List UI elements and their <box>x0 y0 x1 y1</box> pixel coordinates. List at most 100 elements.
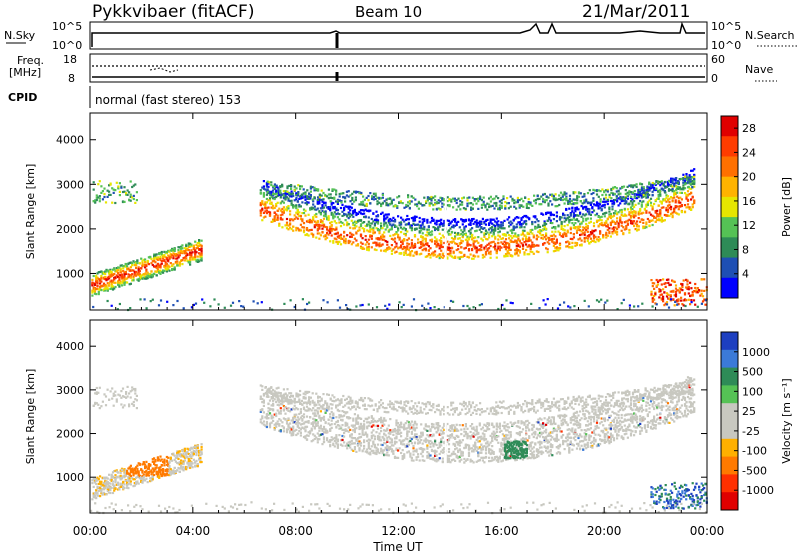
range-cell <box>668 283 671 286</box>
range-cell <box>327 215 330 218</box>
range-cell <box>317 198 320 201</box>
range-cell <box>554 227 557 230</box>
range-cell <box>423 237 426 240</box>
range-cell <box>344 421 347 424</box>
range-cell <box>554 226 557 229</box>
range-cell <box>463 226 466 229</box>
range-cell <box>366 224 369 227</box>
range-cell <box>172 304 175 307</box>
range-cell <box>199 258 202 261</box>
range-cell <box>455 223 458 226</box>
range-cell <box>384 248 387 251</box>
range-cell <box>363 228 366 231</box>
range-cell <box>308 192 311 195</box>
range-cell <box>159 263 162 266</box>
range-cell <box>149 300 152 303</box>
range-cell <box>619 216 622 219</box>
range-cell <box>649 219 653 222</box>
range-cell <box>289 410 292 413</box>
range-cell <box>367 199 370 202</box>
range-cell <box>126 193 129 196</box>
range-cell <box>129 261 132 264</box>
range-cell <box>265 425 268 429</box>
range-cell <box>648 187 651 191</box>
range-cell <box>327 229 330 232</box>
range-cell <box>315 224 318 227</box>
range-cell <box>621 196 624 199</box>
range-cell <box>126 189 129 192</box>
range-cell <box>93 288 97 291</box>
range-cell <box>149 255 152 258</box>
range-cell <box>194 240 197 243</box>
range-cell <box>268 181 271 184</box>
range-cell <box>683 181 687 184</box>
range-cell <box>429 253 432 257</box>
range-cell <box>472 240 475 243</box>
range-cell <box>287 428 290 431</box>
range-cell <box>381 193 384 196</box>
range-cell <box>279 191 282 194</box>
range-cell <box>670 180 673 184</box>
range-cell <box>634 210 637 213</box>
range-cell <box>693 185 696 188</box>
range-cell <box>611 200 614 203</box>
range-cell <box>403 253 406 256</box>
range-cell <box>497 245 500 248</box>
range-cell <box>319 234 322 237</box>
range-cell <box>324 210 327 213</box>
range-cell <box>412 218 415 221</box>
range-cell <box>423 228 426 231</box>
range-cell <box>100 280 103 283</box>
range-cell <box>543 226 546 229</box>
range-cell <box>324 410 327 413</box>
range-cell <box>447 246 451 249</box>
range-cell <box>128 261 131 264</box>
range-cell <box>438 219 441 222</box>
range-cell <box>558 246 562 250</box>
range-cell <box>626 197 629 200</box>
range-cell <box>290 193 293 196</box>
range-cell <box>480 226 483 229</box>
range-cell <box>548 211 551 214</box>
range-cell <box>318 438 321 441</box>
range-cell <box>315 236 318 239</box>
range-cell <box>198 240 201 243</box>
range-cell <box>459 208 462 211</box>
range-cell <box>651 206 654 209</box>
range-cell <box>666 214 670 217</box>
range-cell <box>574 227 577 230</box>
range-cell <box>242 305 245 308</box>
range-cell <box>260 301 263 304</box>
range-cell <box>363 221 366 224</box>
range-cell <box>592 234 596 237</box>
range-cell <box>353 208 356 211</box>
range-cell <box>501 233 504 236</box>
range-cell <box>455 199 458 202</box>
range-cell <box>324 238 327 241</box>
range-cell <box>563 191 566 194</box>
range-cell <box>333 220 336 223</box>
range-cell <box>659 209 662 212</box>
range-cell <box>282 190 285 193</box>
range-cell <box>659 290 662 293</box>
range-cell <box>279 412 282 415</box>
range-cell <box>367 242 370 245</box>
range-cell <box>309 185 312 188</box>
range-cell <box>639 188 642 191</box>
range-cell <box>497 242 500 245</box>
range-cell <box>293 421 296 424</box>
range-cell <box>94 201 97 204</box>
range-cell <box>276 201 279 204</box>
range-cell <box>489 227 492 230</box>
range-cell <box>120 264 124 267</box>
range-cell <box>642 193 645 197</box>
range-cell <box>611 230 614 234</box>
range-cell <box>319 224 322 227</box>
range-cell <box>637 228 640 231</box>
range-cell <box>145 268 148 271</box>
range-cell <box>467 218 471 221</box>
range-cell <box>514 252 517 256</box>
range-cell <box>649 187 653 190</box>
range-cell <box>350 424 353 427</box>
range-cell <box>514 234 517 237</box>
